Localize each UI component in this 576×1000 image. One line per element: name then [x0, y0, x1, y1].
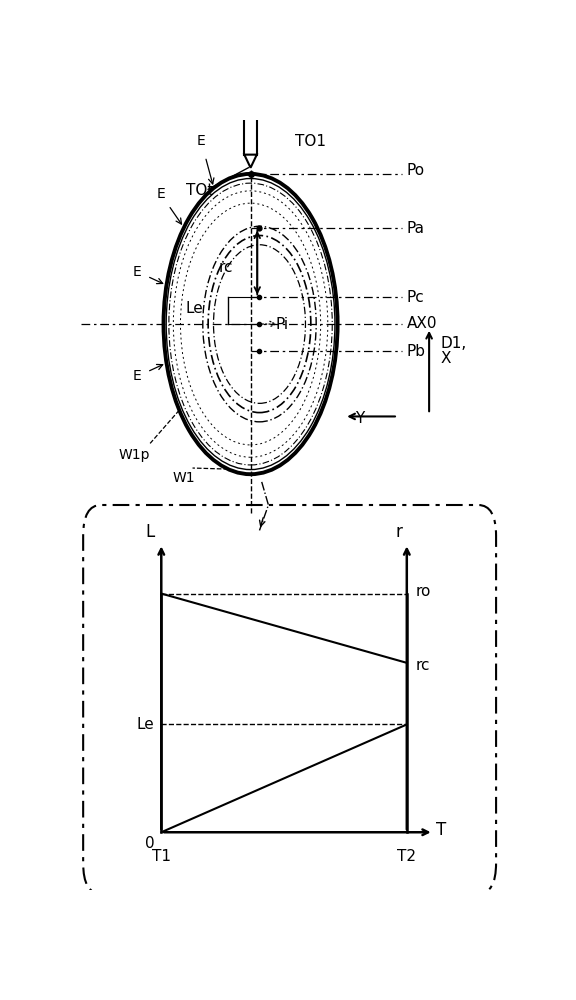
Text: rc: rc	[416, 658, 430, 673]
Text: W1: W1	[172, 471, 195, 485]
Text: Pb: Pb	[407, 344, 426, 359]
Text: TOt: TOt	[186, 183, 213, 198]
FancyBboxPatch shape	[244, 105, 257, 155]
Text: AX0: AX0	[407, 316, 437, 331]
Text: Pi: Pi	[275, 317, 288, 332]
Text: Le: Le	[137, 717, 154, 732]
FancyBboxPatch shape	[83, 505, 496, 894]
Text: E: E	[133, 369, 142, 383]
Text: rc: rc	[219, 260, 233, 275]
Text: TO1: TO1	[295, 134, 326, 149]
Text: T: T	[436, 821, 446, 839]
Polygon shape	[244, 155, 257, 168]
Text: ro: ro	[416, 584, 431, 599]
Text: Le: Le	[186, 301, 204, 316]
Text: T1: T1	[152, 849, 170, 864]
Text: r: r	[396, 523, 402, 541]
Text: Pa: Pa	[407, 221, 425, 236]
Text: E: E	[133, 265, 142, 279]
Text: D1,: D1,	[440, 336, 467, 351]
Text: W1p: W1p	[119, 448, 150, 462]
Text: T2: T2	[397, 849, 416, 864]
Text: 0: 0	[145, 836, 154, 851]
Text: Po: Po	[407, 163, 425, 178]
Text: Y: Y	[355, 411, 365, 426]
Text: Pc: Pc	[407, 290, 425, 305]
Text: L: L	[145, 523, 154, 541]
Text: E: E	[156, 187, 165, 201]
Text: X: X	[440, 351, 451, 366]
Text: E: E	[196, 134, 205, 148]
